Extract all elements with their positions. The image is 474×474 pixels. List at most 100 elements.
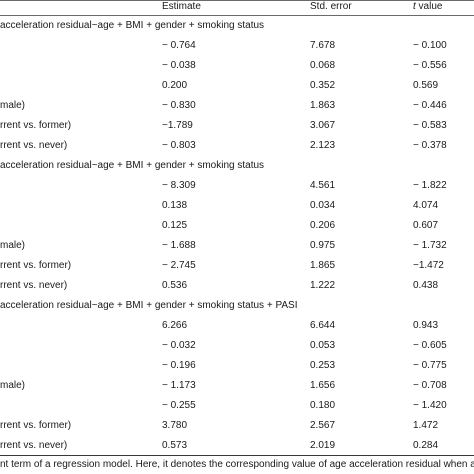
std-error-cell: 0.206	[310, 220, 336, 231]
column-header-t-italic: t	[413, 1, 416, 12]
estimate-cell: − 0.764	[162, 40, 196, 51]
model-formula: acceleration residual~age + BMI + gender…	[0, 20, 265, 31]
table-row: rrent vs. never) − 0.803 2.123 − 0.378	[0, 136, 474, 156]
std-error-cell: 1.222	[310, 280, 336, 291]
table-row: male) − 1.173 1.656 − 0.708	[0, 376, 474, 396]
estimate-cell: 0.125	[162, 220, 188, 231]
model-heading-row: acceleration residual~age + BMI + gender…	[0, 296, 474, 316]
table-row: rrent vs. former) 3.780 2.567 1.472	[0, 416, 474, 436]
std-error-cell: 2.019	[310, 440, 336, 451]
std-error-cell: 4.561	[310, 180, 336, 191]
t-value-cell: 0.607	[413, 220, 439, 231]
table-bottom-rule	[0, 455, 474, 456]
std-error-cell: 6.644	[310, 320, 336, 331]
row-label: rrent vs. former)	[0, 420, 72, 431]
row-label: rrent vs. never)	[0, 140, 68, 151]
t-value-cell: − 0.708	[413, 380, 447, 391]
estimate-cell: − 1.173	[162, 380, 196, 391]
estimate-cell: 3.780	[162, 420, 188, 431]
estimate-cell: − 0.830	[162, 100, 196, 111]
std-error-cell: 2.123	[310, 140, 336, 151]
table-row: − 0.196 0.253 − 0.775	[0, 356, 474, 376]
std-error-cell: 3.067	[310, 120, 336, 131]
estimate-cell: 0.573	[162, 440, 188, 451]
std-error-cell: 1.863	[310, 100, 336, 111]
table-footnote: nt term of a regression model. Here, it …	[0, 459, 474, 470]
std-error-cell: 0.180	[310, 400, 336, 411]
table-row: rrent vs. never) 0.536 1.222 0.438	[0, 276, 474, 296]
std-error-cell: 0.253	[310, 360, 336, 371]
t-value-cell: − 0.583	[413, 120, 447, 131]
estimate-cell: − 0.803	[162, 140, 196, 151]
estimate-cell: 6.266	[162, 320, 188, 331]
estimate-cell: 0.138	[162, 200, 188, 211]
model-heading-row: acceleration residual~age + BMI + gender…	[0, 16, 474, 36]
row-label: male)	[0, 100, 26, 111]
row-label: rrent vs. never)	[0, 280, 68, 291]
t-value-cell: − 0.605	[413, 340, 447, 351]
t-value-cell: − 0.556	[413, 60, 447, 71]
std-error-cell: 1.656	[310, 380, 336, 391]
row-label: rrent vs. never)	[0, 440, 68, 451]
row-label: male)	[0, 240, 26, 251]
t-value-cell: 0.438	[413, 280, 439, 291]
table-row: male) − 1.688 0.975 − 1.732	[0, 236, 474, 256]
t-value-cell: − 0.775	[413, 360, 447, 371]
table-row: rrent vs. former) − 2.745 1.865 −1.472	[0, 256, 474, 276]
table-row: 0.138 0.034 4.074	[0, 196, 474, 216]
table-row: − 0.032 0.053 − 0.605	[0, 336, 474, 356]
std-error-cell: 0.053	[310, 340, 336, 351]
estimate-cell: 0.536	[162, 280, 188, 291]
estimate-cell: − 0.255	[162, 400, 196, 411]
estimate-cell: − 1.688	[162, 240, 196, 251]
t-value-cell: 4.074	[413, 200, 439, 211]
table-row: − 0.038 0.068 − 0.556	[0, 56, 474, 76]
std-error-cell: 7.678	[310, 40, 336, 51]
table-row: − 0.764 7.678 − 0.100	[0, 36, 474, 56]
model-formula: acceleration residual~age + BMI + gender…	[0, 160, 265, 171]
t-value-cell: − 1.822	[413, 180, 447, 191]
t-value-cell: 1.472	[413, 420, 439, 431]
table-top-rule	[0, 0, 474, 1]
model-heading-row: acceleration residual~age + BMI + gender…	[0, 156, 474, 176]
row-label: rrent vs. former)	[0, 260, 72, 271]
std-error-cell: 0.034	[310, 200, 336, 211]
table-row: rrent vs. former) −1.789 3.067 − 0.583	[0, 116, 474, 136]
table-row: 0.125 0.206 0.607	[0, 216, 474, 236]
column-header-t-value: t value	[413, 1, 442, 13]
t-value-cell: − 1.732	[413, 240, 447, 251]
model-formula: acceleration residual~age + BMI + gender…	[0, 300, 298, 311]
table-row: − 8.309 4.561 − 1.822	[0, 176, 474, 196]
row-label: male)	[0, 380, 26, 391]
estimate-cell: −1.789	[162, 120, 193, 131]
std-error-cell: 0.068	[310, 60, 336, 71]
table-header-rule	[0, 15, 474, 16]
estimate-cell: − 0.032	[162, 340, 196, 351]
std-error-cell: 2.567	[310, 420, 336, 431]
std-error-cell: 0.352	[310, 80, 336, 91]
column-header-std-error: Std. error	[310, 1, 352, 12]
table-row: − 0.255 0.180 − 1.420	[0, 396, 474, 416]
t-value-cell: 0.943	[413, 320, 439, 331]
estimate-cell: − 8.309	[162, 180, 196, 191]
estimate-cell: − 2.745	[162, 260, 196, 271]
table-row: rrent vs. never) 0.573 2.019 0.284	[0, 436, 474, 456]
t-value-cell: − 1.420	[413, 400, 447, 411]
table-row: male) − 0.830 1.863 − 0.446	[0, 96, 474, 116]
table-row: 6.266 6.644 0.943	[0, 316, 474, 336]
estimate-cell: − 0.038	[162, 60, 196, 71]
t-value-cell: 0.284	[413, 440, 439, 451]
t-value-cell: − 0.378	[413, 140, 447, 151]
column-header-estimate: Estimate	[162, 1, 201, 12]
row-label: rrent vs. former)	[0, 120, 72, 131]
t-value-cell: −1.472	[413, 260, 444, 271]
estimate-cell: − 0.196	[162, 360, 196, 371]
estimate-cell: 0.200	[162, 80, 188, 91]
t-value-cell: − 0.446	[413, 100, 447, 111]
t-value-cell: − 0.100	[413, 40, 447, 51]
std-error-cell: 1.865	[310, 260, 336, 271]
t-value-cell: 0.569	[413, 80, 439, 91]
table-row: 0.200 0.352 0.569	[0, 76, 474, 96]
column-header-t-rest: value	[415, 1, 443, 12]
